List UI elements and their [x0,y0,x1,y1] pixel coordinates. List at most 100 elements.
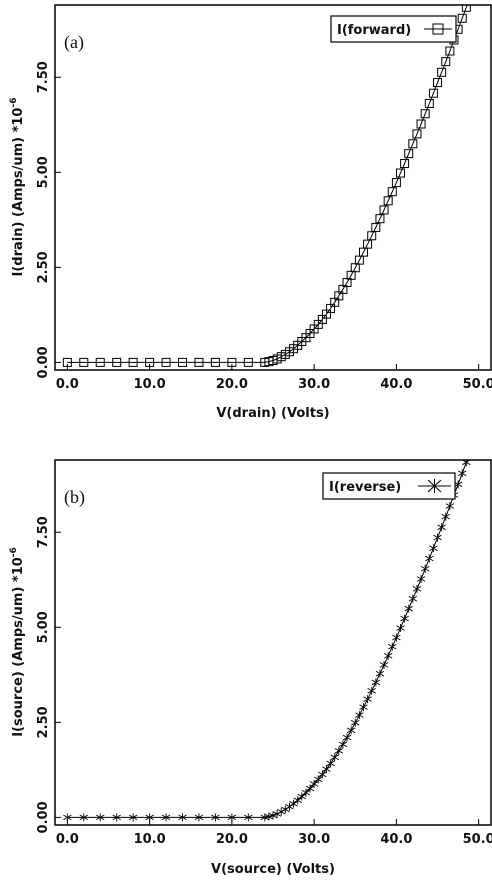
data-point [268,811,278,820]
data-point [383,651,393,660]
data-point [338,740,348,749]
legend: I(forward) [330,15,457,43]
x-tick-label: 50.0 [463,832,492,847]
data-point [479,414,487,422]
data-point [466,0,474,1]
data-point [445,46,455,56]
data-point [305,784,315,793]
data-point [437,523,446,532]
y-tick-label: 0.00 [36,801,51,833]
data-point [457,469,467,478]
data-point [351,718,360,727]
data-point [359,703,368,712]
data-point [391,178,401,188]
data-point [387,187,397,197]
data-point [457,13,467,23]
data-point [285,802,294,811]
data-point [404,149,414,159]
data-point [95,357,105,367]
y-tick-label: 5.00 [36,611,51,643]
data-point [404,604,413,613]
data-point [424,98,434,108]
y-tick-label: 7.50 [36,61,51,93]
data-point [433,78,443,88]
data-point [379,205,389,215]
panel-label: (b) [64,487,85,508]
data-point [301,788,311,797]
x-tick-label: 20.0 [216,832,248,847]
plot-frame [54,4,492,371]
y-axis-label: I(drain) (Amps/um) *10-6 [9,98,26,277]
y-axis-label-text: I(source) (Amps/um) *10 [11,557,26,737]
data-point [79,357,89,367]
data-point [408,139,418,149]
data-point [330,753,339,762]
y-axis-exponent: -6 [9,547,19,557]
y-axis-label-text: I(drain) (Amps/um) *10 [11,108,26,277]
y-axis-exponent: -6 [9,98,19,108]
axis-ticks: 0.0 10.0 20.0 30.0 40.0 50.0 0.00 2.50 5.00 7.50 [36,516,492,847]
data-point [441,512,450,521]
y-tick-label: 0.00 [36,346,51,378]
data-point [194,357,204,367]
x-tick-label: 10.0 [134,377,166,392]
data-point [371,678,381,687]
data-point [383,196,393,206]
y-tick-label: 2.50 [36,706,51,738]
data-point [471,437,479,445]
data-point [178,813,187,822]
data-point [375,214,385,224]
data-point [326,759,335,768]
data-point [483,403,491,411]
x-tick-label: 30.0 [298,832,330,847]
data-point [475,426,483,434]
data-point [210,357,220,367]
data-point [161,813,171,822]
data-point [441,57,451,67]
y-axis-label: I(source) (Amps/um) *10-6 [9,547,26,737]
data-point [396,624,405,633]
data-point [96,813,105,822]
x-tick-label: 10.0 [134,832,166,847]
data-point [244,813,253,822]
data-point [342,733,352,742]
chart-panel-b: 0.0 10.0 20.0 30.0 40.0 50.00.002.505.007.50 … [9,403,492,877]
data-point [379,660,389,669]
data-point [318,770,327,779]
data-point [161,357,171,367]
data-point [416,575,426,584]
data-point [211,813,220,822]
series-marks [62,0,474,367]
data-point [346,726,356,735]
data-point [112,813,121,822]
data-point [243,357,253,367]
x-axis-label: V(source) (Volts) [211,862,335,877]
data-point [462,460,471,467]
data-point [416,119,426,129]
panel-label: (a) [64,32,84,53]
data-point [428,88,438,98]
data-point [322,765,331,774]
data-point [400,614,409,623]
data-point [420,109,430,119]
data-point [309,779,319,788]
chart-panel-a: 0.0 10.0 20.0 30.0 40.0 50.00.002.505.007.50 … [9,0,492,421]
data-point [437,67,447,77]
data-point [461,5,471,12]
data-point [466,448,474,456]
series-line [67,5,468,363]
x-tick-label: 0.0 [56,832,79,847]
data-point [396,168,406,178]
data-point [363,695,372,704]
data-point [388,642,397,651]
data-point [408,594,418,603]
legend-label: I(reverse) [329,480,401,495]
data-point [412,129,422,139]
data-point [194,813,204,822]
data-point [400,159,410,169]
data-point [355,711,364,720]
data-point [178,357,188,367]
y-tick-label: 5.00 [36,156,51,188]
y-tick-label: 2.50 [36,251,51,283]
